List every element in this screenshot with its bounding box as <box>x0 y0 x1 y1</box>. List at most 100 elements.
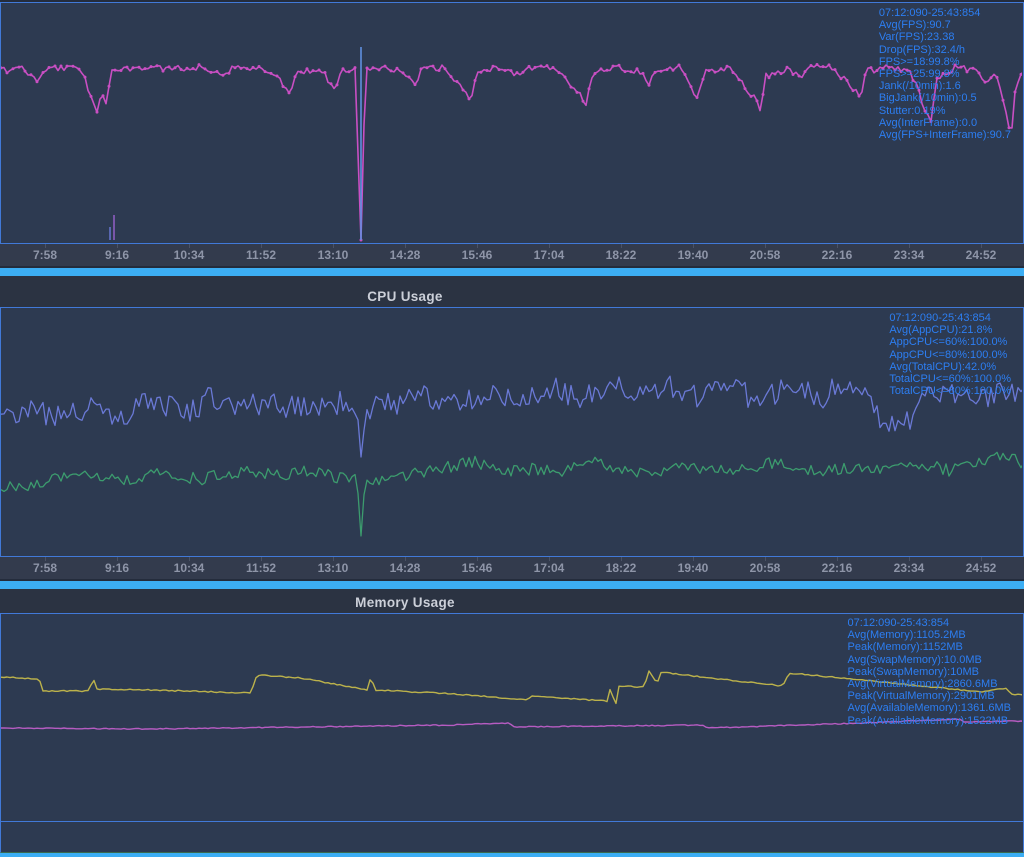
data-point-dot <box>155 64 159 68</box>
data-point-dot <box>35 80 39 84</box>
axis-tick-label: 7:58 <box>32 248 58 262</box>
data-point-dot <box>449 75 453 79</box>
data-point-dot <box>419 67 423 71</box>
data-point-dot <box>851 89 855 93</box>
stat-line: 07:12:090-25:43:854 <box>878 7 981 19</box>
axis-tick-label: 17:04 <box>533 561 565 575</box>
data-point-dot <box>377 68 381 72</box>
memory-chart-canvas[interactable]: 07:12:090-25:43:854 Avg(Memory):1105.2MB P… <box>0 613 1024 822</box>
axis-tick-label: 14:28 <box>389 248 421 262</box>
cpu-time-scrollbar[interactable] <box>0 581 1024 589</box>
chart-series-line <box>1 718 1022 731</box>
data-point-dot <box>563 75 567 79</box>
fps-chart-canvas[interactable]: 07:12:090-25:43:854 Avg(FPS):90.7 Var(FPS)… <box>0 2 1024 244</box>
stat-line: Avg(AppCPU):21.8% <box>889 324 993 337</box>
memory-stats-overlay: 07:12:090-25:43:854 Avg(Memory):1105.2MB P… <box>848 617 1011 727</box>
data-point-dot <box>683 73 687 77</box>
data-point-dot <box>797 74 801 78</box>
axis-tick-label: 10:34 <box>173 561 205 575</box>
axis-tick-label: 20:58 <box>749 248 781 262</box>
cpu-panel-title: CPU Usage <box>367 289 443 304</box>
data-point-dot <box>317 68 321 72</box>
memory-time-scrollbar[interactable] <box>0 853 1024 857</box>
axis-tick-label: 9:16 <box>104 561 130 575</box>
data-point-dot <box>1013 90 1017 94</box>
data-point-dot <box>599 67 603 71</box>
axis-tick-mark <box>333 244 334 248</box>
data-point-dot <box>287 91 291 95</box>
data-point-dot <box>581 99 585 103</box>
stat-line: 07:12:090-25:43:854 <box>847 617 950 629</box>
data-point-dot <box>977 71 981 75</box>
axis-tick-label: 14:28 <box>389 561 421 575</box>
axis-tick-mark <box>621 244 622 248</box>
data-point-dot <box>455 80 459 84</box>
cpu-title-strip: CPU Usage <box>0 276 1024 307</box>
data-point-dot <box>953 63 957 67</box>
data-point-dot <box>689 85 693 89</box>
data-point-dot <box>371 66 375 70</box>
data-point-dot <box>917 88 921 92</box>
axis-tick-mark <box>261 557 262 561</box>
axis-tick-mark <box>981 244 982 248</box>
axis-tick-mark <box>477 557 478 561</box>
data-point-dot <box>1019 72 1022 76</box>
data-point-dot <box>635 67 639 71</box>
data-point-dot <box>701 77 705 81</box>
axis-tick-label: 19:40 <box>677 248 709 262</box>
data-point-dot <box>467 97 471 101</box>
data-point-dot <box>215 69 219 73</box>
data-point-dot <box>29 73 33 77</box>
data-point-dot <box>167 65 171 69</box>
data-point-dot <box>227 71 231 75</box>
data-point-dot <box>809 64 813 68</box>
data-point-dot <box>65 64 69 68</box>
data-point-dot <box>293 75 297 79</box>
axis-tick-label: 15:46 <box>461 248 493 262</box>
data-point-dot <box>881 66 885 70</box>
data-point-dot <box>137 65 141 69</box>
axis-tick-mark <box>45 244 46 248</box>
data-point-dot <box>845 78 849 82</box>
stat-line: Avg(AvailableMemory):1361.6MB <box>847 702 1011 715</box>
data-point-dot <box>383 64 387 68</box>
panel-divider <box>0 266 1024 268</box>
chart-series-line <box>1 670 1022 705</box>
data-point-dot <box>761 92 765 96</box>
data-point-dot <box>941 71 945 75</box>
data-point-dot <box>911 79 915 83</box>
axis-tick-label: 24:52 <box>965 248 997 262</box>
data-point-dot <box>11 67 15 71</box>
data-point-dot <box>641 71 645 75</box>
data-point-dot <box>665 68 669 72</box>
data-point-dot <box>527 64 531 68</box>
axis-tick-mark <box>765 557 766 561</box>
data-point-dot <box>587 87 591 91</box>
data-point-dot <box>461 88 465 92</box>
axis-tick-label: 22:16 <box>821 561 853 575</box>
stat-line: FPS>=25:99.8% <box>878 68 960 81</box>
axis-tick-label: 23:34 <box>893 561 925 575</box>
data-point-dot <box>839 77 843 81</box>
data-point-dot <box>1 66 3 70</box>
cpu-chart-canvas[interactable]: 07:12:090-25:43:854 Avg(AppCPU):21.8% AppC… <box>0 307 1024 557</box>
data-point-dot <box>485 69 489 73</box>
data-point-dot <box>539 64 543 68</box>
data-point-dot <box>251 65 255 69</box>
stat-line: Avg(Memory):1105.2MB <box>847 629 966 642</box>
data-point-dot <box>407 75 411 79</box>
data-point-dot <box>413 83 417 87</box>
axis-tick-mark <box>117 557 118 561</box>
axis-tick-mark <box>837 244 838 248</box>
data-point-dot <box>533 65 537 69</box>
data-point-dot <box>335 83 339 87</box>
axis-tick-mark <box>405 557 406 561</box>
data-point-dot <box>341 67 345 71</box>
fps-time-scrollbar[interactable] <box>0 268 1024 276</box>
data-point-dot <box>59 64 63 68</box>
stat-line: Peak(VirtualMemory):2901MB <box>847 690 995 703</box>
data-point-dot <box>551 65 555 69</box>
axis-tick-mark <box>45 557 46 561</box>
axis-tick-mark <box>693 244 694 248</box>
